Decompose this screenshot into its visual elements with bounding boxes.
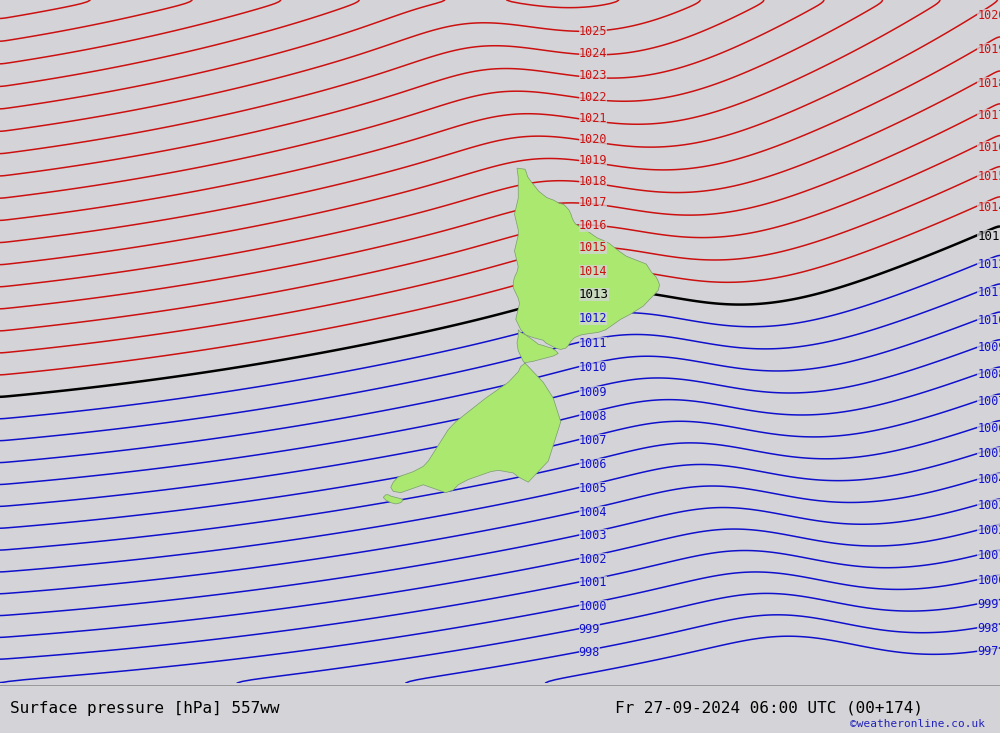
Text: 1007: 1007	[977, 395, 1000, 408]
Text: 1012: 1012	[579, 312, 607, 325]
Text: Fr 27-09-2024 06:00 UTC (00+174): Fr 27-09-2024 06:00 UTC (00+174)	[615, 701, 923, 715]
Text: 998: 998	[977, 622, 999, 635]
Text: 1010: 1010	[579, 361, 607, 374]
Text: 1007: 1007	[579, 434, 607, 447]
Text: 1010: 1010	[977, 314, 1000, 327]
Text: 1017: 1017	[977, 108, 1000, 122]
Text: ©weatheronline.co.uk: ©weatheronline.co.uk	[850, 718, 985, 729]
Text: 1018: 1018	[977, 78, 1000, 90]
Text: 1002: 1002	[977, 524, 1000, 537]
Text: 1011: 1011	[977, 287, 1000, 299]
Polygon shape	[383, 495, 403, 504]
Text: 1011: 1011	[579, 336, 607, 350]
Text: 1005: 1005	[977, 448, 1000, 460]
Text: 1001: 1001	[579, 576, 607, 589]
Text: 1003: 1003	[977, 499, 1000, 512]
Text: 1017: 1017	[579, 196, 607, 210]
Text: 1000: 1000	[579, 600, 607, 613]
Text: 1014: 1014	[579, 265, 607, 278]
Text: 1014: 1014	[977, 201, 1000, 214]
Text: 999: 999	[579, 623, 600, 636]
Text: 1021: 1021	[579, 111, 607, 125]
Text: 1008: 1008	[579, 410, 607, 423]
Text: 1009: 1009	[977, 342, 1000, 354]
Text: 1025: 1025	[579, 25, 607, 37]
Text: 1013: 1013	[977, 229, 1000, 243]
Text: 1009: 1009	[579, 386, 607, 399]
Polygon shape	[391, 330, 561, 493]
Text: 1012: 1012	[977, 258, 1000, 271]
Text: 1018: 1018	[579, 174, 607, 188]
Text: 1002: 1002	[579, 553, 607, 566]
Text: 1019: 1019	[579, 153, 607, 166]
Text: 1020: 1020	[579, 133, 607, 146]
Text: 1005: 1005	[579, 482, 607, 495]
Text: 1016: 1016	[579, 218, 607, 232]
Text: 1020: 1020	[977, 9, 1000, 22]
Text: Surface pressure [hPa] 557ww: Surface pressure [hPa] 557ww	[10, 701, 280, 715]
Text: 1022: 1022	[579, 91, 607, 103]
Text: 1004: 1004	[977, 474, 1000, 486]
Text: 1023: 1023	[579, 70, 607, 82]
Text: 1006: 1006	[579, 458, 607, 471]
Text: 998: 998	[579, 646, 600, 659]
Text: 1019: 1019	[977, 43, 1000, 56]
Text: 1006: 1006	[977, 421, 1000, 435]
Polygon shape	[513, 168, 659, 350]
Text: 999: 999	[977, 598, 999, 611]
Text: 1015: 1015	[579, 241, 607, 254]
Text: 1016: 1016	[977, 141, 1000, 154]
Text: 997: 997	[977, 645, 999, 658]
Text: 1004: 1004	[579, 506, 607, 519]
Text: 1003: 1003	[579, 529, 607, 542]
Text: 1001: 1001	[977, 549, 1000, 562]
Text: 1008: 1008	[977, 369, 1000, 381]
Text: 1024: 1024	[579, 48, 607, 60]
Text: 1000: 1000	[977, 574, 1000, 587]
Text: 1013: 1013	[579, 288, 609, 301]
Text: 1015: 1015	[977, 170, 1000, 183]
